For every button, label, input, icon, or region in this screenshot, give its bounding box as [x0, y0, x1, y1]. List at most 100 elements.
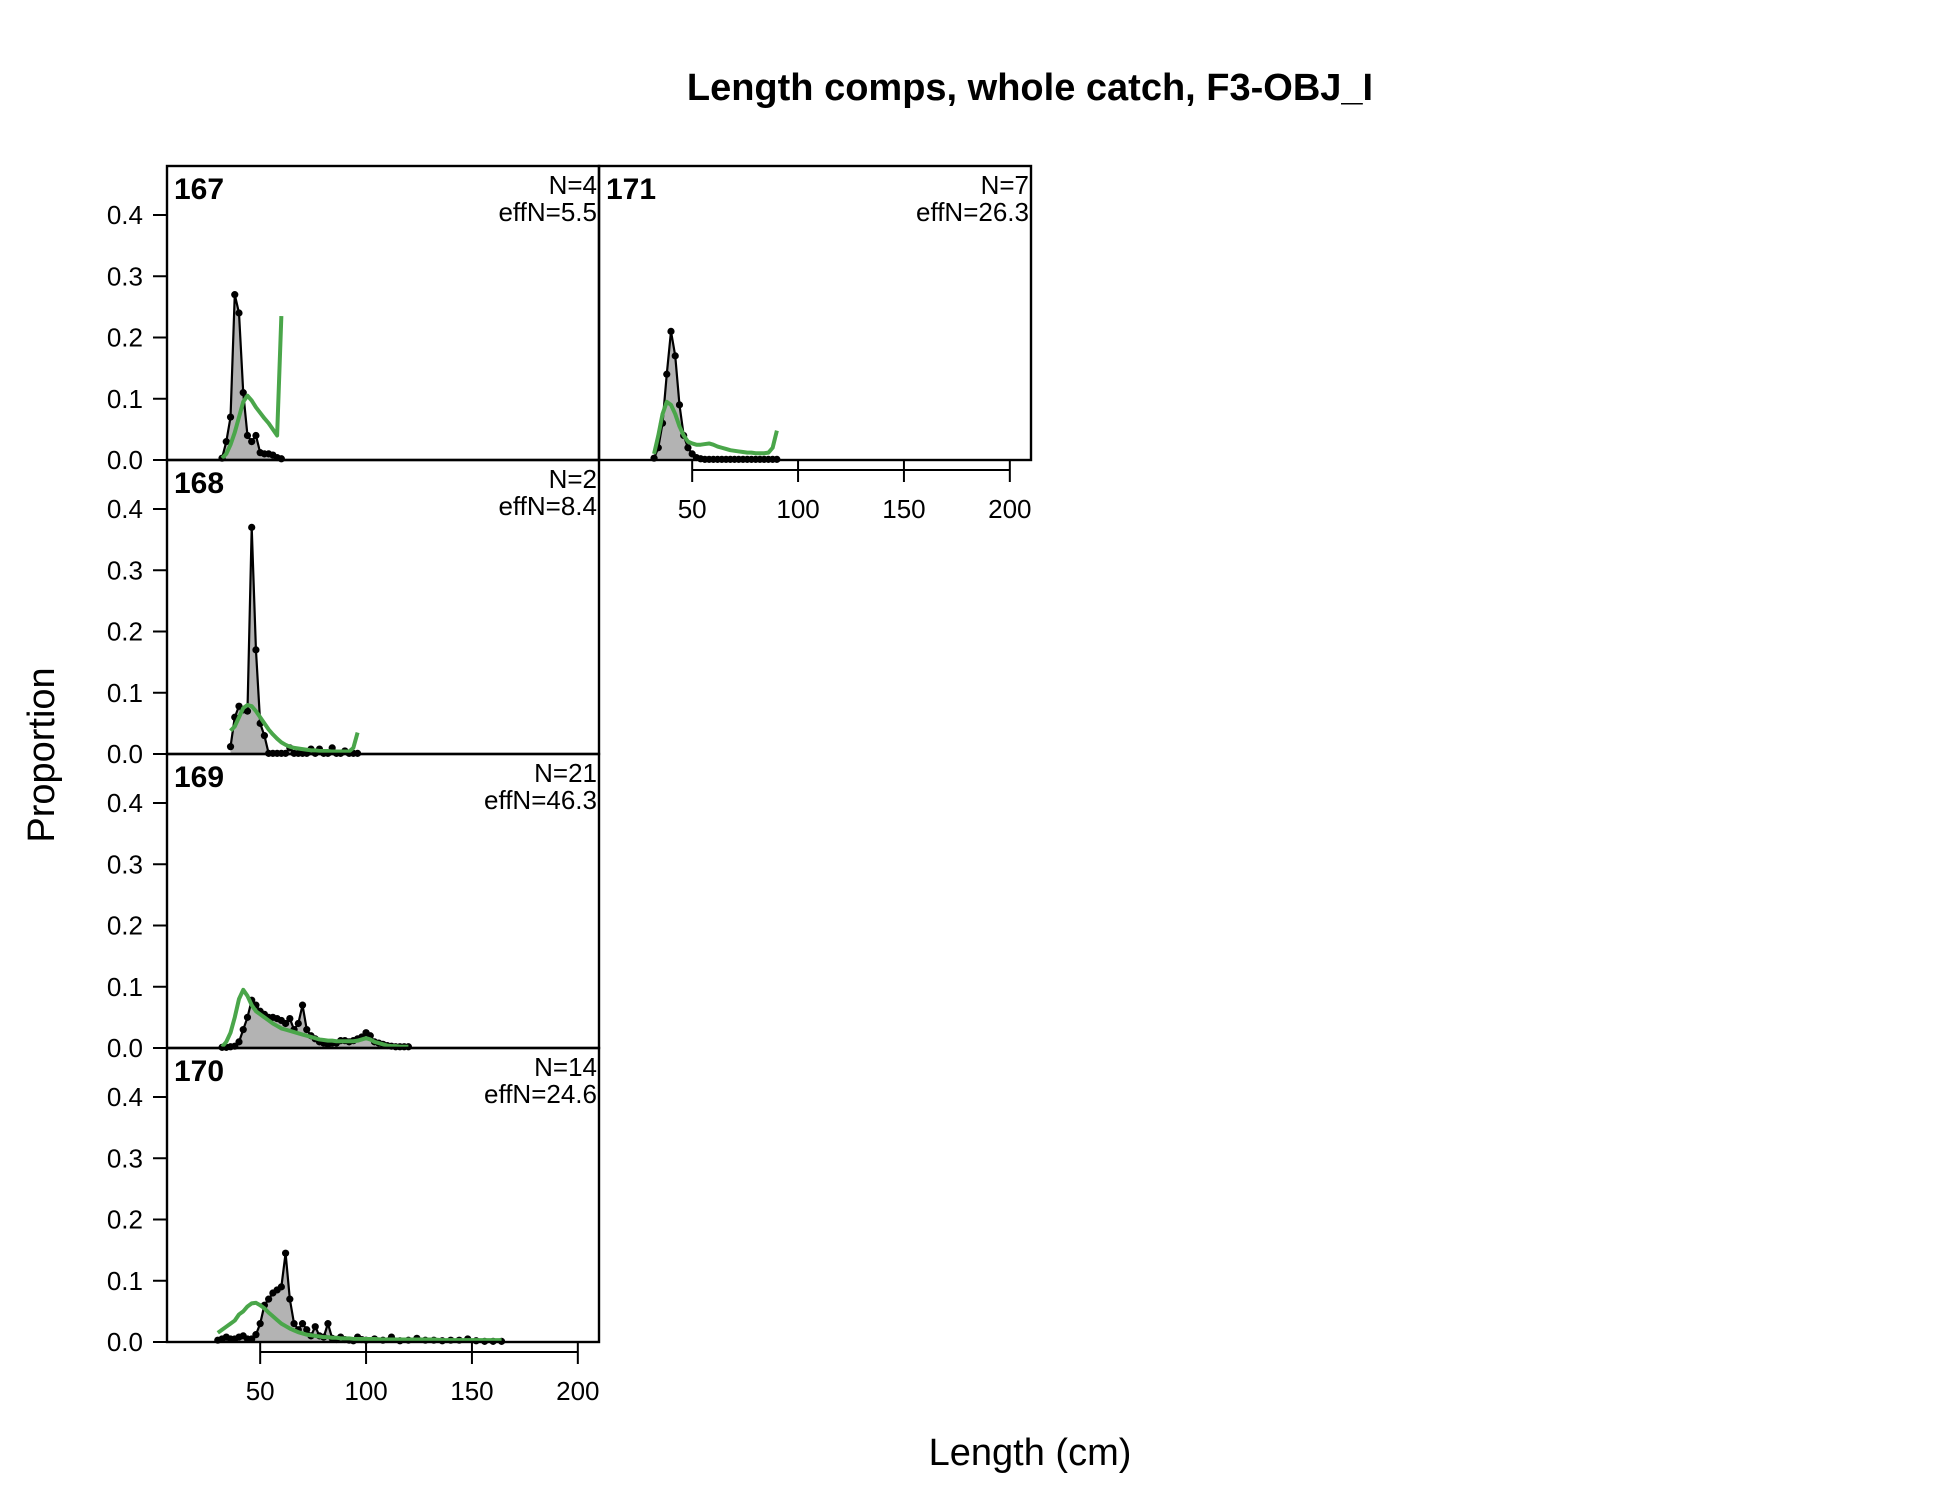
- observed-point: [252, 431, 260, 440]
- y-tick-label: 0.3: [107, 261, 143, 291]
- observed-point: [675, 401, 684, 409]
- y-tick-label: 0.4: [107, 1082, 143, 1112]
- observed-point: [226, 413, 235, 421]
- panel-n-label: N=2: [549, 464, 597, 494]
- observed-point: [311, 1323, 319, 1331]
- y-tick-label: 0.2: [107, 911, 143, 941]
- panel-frame: [165, 1046, 601, 1344]
- panel-effn-label: effN=46.3: [484, 785, 597, 815]
- x-tick-label: 150: [882, 494, 925, 524]
- panel-year-label: 171: [606, 173, 656, 206]
- y-tick-label: 0.4: [107, 200, 143, 230]
- x-tick-label: 200: [556, 1376, 599, 1406]
- y-tick-label: 0.4: [107, 788, 143, 818]
- observed-area: [217, 1253, 502, 1342]
- x-tick-label: 100: [344, 1376, 387, 1406]
- y-tick-label: 0.0: [107, 1327, 143, 1357]
- panel-year-label: 169: [174, 761, 224, 794]
- expected-line: [652, 399, 779, 456]
- y-tick-label: 0.1: [107, 678, 143, 708]
- panel-frame: [597, 164, 1033, 462]
- y-tick-label: 0.2: [107, 1205, 143, 1235]
- observed-point: [252, 646, 260, 654]
- observed-point: [248, 438, 256, 446]
- panel-year-label: 170: [174, 1055, 224, 1088]
- observed-point: [303, 1326, 311, 1334]
- expected-line: [229, 703, 360, 754]
- observed-point: [281, 1019, 290, 1028]
- y-tick-label: 0.0: [107, 739, 143, 769]
- observed-point: [671, 352, 679, 360]
- panel-year-label: 167: [174, 173, 224, 206]
- x-tick-label: 50: [678, 494, 707, 524]
- y-tick-label: 0.1: [107, 1266, 143, 1296]
- y-tick-label: 0.0: [107, 1033, 143, 1063]
- observed-point: [663, 370, 671, 378]
- observed-point: [281, 1249, 290, 1257]
- observed-point: [303, 1026, 311, 1034]
- observed-point: [235, 309, 243, 317]
- y-tick-label: 0.3: [107, 1143, 143, 1173]
- x-tick-label: 150: [450, 1376, 493, 1406]
- observed-point: [298, 1001, 307, 1009]
- observed-point: [286, 1295, 294, 1303]
- observed-point: [235, 1038, 243, 1046]
- observed-point: [243, 707, 252, 715]
- panel-effn-label: effN=26.3: [916, 197, 1029, 227]
- observed-point: [239, 389, 247, 397]
- y-tick-label: 0.0: [107, 445, 143, 475]
- observed-point: [248, 523, 256, 531]
- observed-point: [243, 1013, 252, 1021]
- observed-point: [667, 327, 675, 335]
- panel-n-label: N=14: [534, 1052, 597, 1082]
- observed-point: [294, 1019, 302, 1028]
- observed-area: [654, 331, 777, 460]
- observed-area: [230, 527, 358, 754]
- observed-point: [298, 1320, 307, 1328]
- observed-point: [231, 291, 239, 299]
- observed-area: [222, 1000, 409, 1048]
- y-tick-label: 0.2: [107, 617, 143, 647]
- panel-n-label: N=7: [981, 170, 1029, 200]
- panel-effn-label: effN=24.6: [484, 1079, 597, 1109]
- observed-point: [290, 1320, 298, 1328]
- y-tick-label: 0.1: [107, 384, 143, 414]
- y-axis-label: Proportion: [21, 667, 63, 842]
- observed-point: [260, 732, 269, 740]
- chart-title: Length comps, whole catch, F3-OBJ_I: [687, 67, 1373, 109]
- panel-effn-label: effN=5.5: [498, 197, 597, 227]
- observed-point: [222, 438, 230, 446]
- expected-line: [216, 1300, 502, 1343]
- y-tick-label: 0.3: [107, 849, 143, 879]
- observed-point: [277, 455, 285, 463]
- expected-line: [220, 315, 284, 460]
- x-tick-label: 100: [776, 494, 819, 524]
- observed-point: [324, 1320, 332, 1328]
- x-axis-label: Length (cm): [929, 1432, 1132, 1474]
- observed-point: [239, 1026, 247, 1034]
- observed-point: [286, 1015, 294, 1023]
- y-tick-label: 0.1: [107, 972, 143, 1002]
- observed-point: [226, 743, 235, 751]
- observed-point: [277, 1283, 285, 1291]
- x-tick-label: 50: [246, 1376, 275, 1406]
- observed-point: [265, 1295, 273, 1303]
- y-tick-label: 0.2: [107, 323, 143, 353]
- observed-point: [252, 1331, 260, 1339]
- panel-effn-label: effN=8.4: [498, 491, 597, 521]
- panel-n-label: N=4: [549, 170, 597, 200]
- y-tick-label: 0.3: [107, 555, 143, 585]
- observed-point: [256, 1320, 264, 1328]
- observed-point: [684, 444, 692, 452]
- y-tick-label: 0.4: [107, 494, 143, 524]
- x-tick-label: 200: [988, 494, 1031, 524]
- observed-point: [243, 431, 252, 440]
- panel-n-label: N=21: [534, 758, 597, 788]
